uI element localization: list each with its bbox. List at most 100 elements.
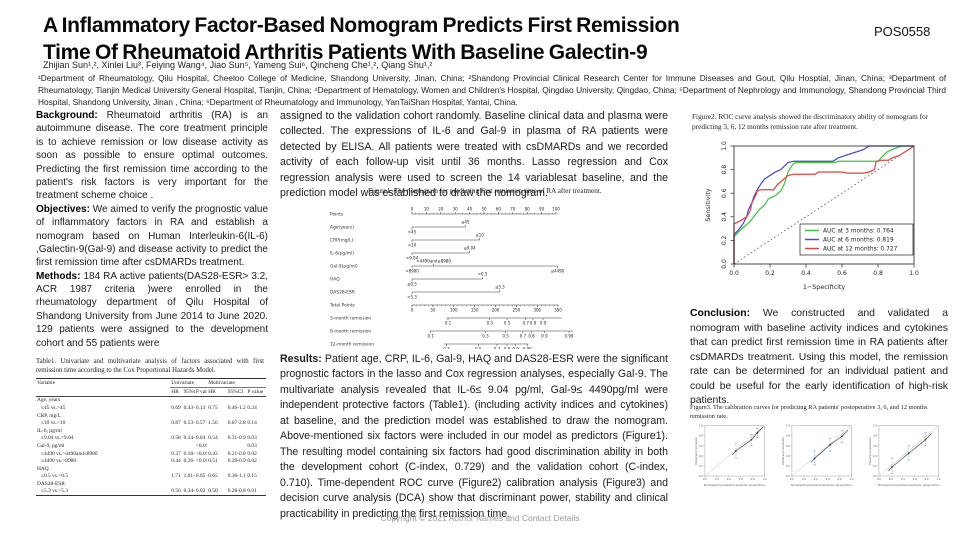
objectives-paragraph: Objectives: We aimed to verify the progn… <box>36 203 269 269</box>
right-column: Figure2. ROC curve analysis showed the d… <box>688 0 950 540</box>
svg-text:0.9: 0.9 <box>512 347 519 349</box>
poster-title-line2: Time Of Rheumatoid Arthritis Patients Wi… <box>43 41 648 65</box>
affiliations: ¹Department of Rheumatology, Qilu Hospit… <box>38 73 946 107</box>
svg-text:0.4: 0.4 <box>786 454 790 458</box>
svg-text:0.6: 0.6 <box>786 444 790 448</box>
svg-text:6-month remission: 6-month remission <box>330 329 371 335</box>
svg-text:Observed remission: Observed remission <box>868 437 872 465</box>
svg-text:80: 80 <box>525 207 531 212</box>
svg-text:0.8: 0.8 <box>838 477 842 481</box>
svg-text:0.7: 0.7 <box>523 321 530 326</box>
svg-text:1.0: 1.0 <box>850 477 854 481</box>
svg-text:0.2: 0.2 <box>786 464 790 468</box>
svg-text:Nomogram-predicted remission (: Nomogram-predicted remission (proportion… <box>704 483 766 487</box>
calibration-plot-6-months: 0.00.0 0.2 0.2 0.4 0.4 0.6 0.6 0.8 0.8 1.0 1.0 Nomo… <box>781 424 854 487</box>
svg-text:AUC at 12 months: 0.727: AUC at 12 months: 0.727 <box>823 247 898 253</box>
svg-text:>9.04: >9.04 <box>406 256 419 261</box>
svg-text:AUC at 3 months: 0.764: AUC at 3 months: 0.764 <box>823 229 894 235</box>
svg-text:70: 70 <box>510 207 516 212</box>
svg-text:Sensitivity: Sensitivity <box>704 188 712 221</box>
middle-column: assigned to the validation cohort random… <box>280 0 670 540</box>
svg-text:1.0: 1.0 <box>763 477 767 481</box>
svg-text:350: 350 <box>554 308 562 313</box>
svg-text:Gal-9(pg/ml): Gal-9(pg/ml) <box>330 264 358 270</box>
svg-text:≤10: ≤10 <box>475 233 484 238</box>
svg-text:0: 0 <box>411 308 414 313</box>
left-column: Background: Rheumatoid arthritis (RA) is… <box>36 109 269 497</box>
svg-text:0.2: 0.2 <box>889 477 893 481</box>
svg-text:Observed remission: Observed remission <box>694 437 698 465</box>
svg-text:Points: Points <box>330 212 344 218</box>
svg-text:0.5: 0.5 <box>502 334 509 339</box>
svg-text:IL-6(pg/ml): IL-6(pg/ml) <box>330 251 354 257</box>
svg-text:90: 90 <box>539 207 545 212</box>
svg-text:0.0: 0.0 <box>790 477 794 481</box>
svg-text:>8980: >8980 <box>405 269 419 274</box>
svg-text:>45: >45 <box>408 230 417 235</box>
svg-text:≤45: ≤45 <box>461 220 470 225</box>
table-row: ≤5.3 vs.>5.30.560.34-0.930.020.500.28-0.… <box>41 488 257 495</box>
calibration-plot-12-months: 0.00.0 0.2 0.2 0.4 0.4 0.6 0.6 0.8 0.8 1.0 1.0 Nomo… <box>868 424 941 487</box>
svg-text:0.0: 0.0 <box>703 477 707 481</box>
svg-text:0.4: 0.4 <box>721 212 728 222</box>
table1-caption: Table1. Univariate and multivariate anal… <box>36 358 264 375</box>
results-paragraph: Results: Patient age, CRP, IL-6, Gal-9, … <box>280 353 668 520</box>
svg-text:1.0: 1.0 <box>873 424 877 428</box>
svg-text:100: 100 <box>450 308 458 313</box>
svg-text:0.8: 0.8 <box>528 334 535 339</box>
svg-text:0.5: 0.5 <box>475 347 482 349</box>
svg-text:0.6: 0.6 <box>873 444 877 448</box>
svg-text:0.3: 0.3 <box>443 347 450 349</box>
svg-text:≤9.04: ≤9.04 <box>463 246 476 251</box>
svg-text:0: 0 <box>411 207 414 212</box>
svg-text:≤4490: ≤4490 <box>551 269 565 274</box>
figure1-caption: Figure1. The nomogram for predicting fir… <box>368 187 602 195</box>
table-row: ≤4490 vs.>4490and≤89800.370.18-0.73<0.01… <box>41 450 257 457</box>
svg-text:1.0: 1.0 <box>786 424 790 428</box>
results-label: Results: <box>280 353 322 365</box>
svg-text:AUC at 6 months: 0.819: AUC at 6 months: 0.819 <box>823 238 894 244</box>
background-label: Background: <box>36 110 98 121</box>
svg-text:Age(years): Age(years) <box>330 225 354 231</box>
svg-text:≤5.3: ≤5.3 <box>495 285 505 290</box>
poster-title-line1: A Inflammatory Factor-Based Nomogram Pre… <box>43 14 680 37</box>
table-row: HAQ <box>37 465 49 472</box>
svg-text:0.0: 0.0 <box>729 270 739 277</box>
svg-text:0.6: 0.6 <box>699 444 703 448</box>
svg-text:0.2: 0.2 <box>721 235 728 245</box>
calibration-plot-3-months: 0.00.0 0.2 0.2 0.4 0.4 0.6 0.6 0.8 0.8 1.0 1.0 Nomo… <box>694 424 767 487</box>
svg-text:150: 150 <box>471 308 479 313</box>
svg-text:30: 30 <box>453 207 459 212</box>
svg-text:0.3: 0.3 <box>487 321 494 326</box>
svg-text:50: 50 <box>481 207 487 212</box>
figure2-roc-chart: 0.0 0.2 0.4 0.6 0.8 1.0 0.0 0.2 0.4 0.6 0.8 1.0 1−Sp… <box>704 141 919 291</box>
svg-text:>0.5: >0.5 <box>478 272 488 277</box>
svg-text:0.8: 0.8 <box>873 434 877 438</box>
poster-title: A Inflammatory Factor-Based Nomogram Pre… <box>43 12 763 67</box>
svg-text:0.0: 0.0 <box>699 474 703 478</box>
svg-text:300: 300 <box>533 308 541 313</box>
poster-id-badge: POS0558 <box>874 24 931 39</box>
figure1-nomogram-chart: Points 0 10 20 30 40 50 60 70 80 90 100 Age(years) >4… <box>329 207 574 349</box>
methods-paragraph: Methods: 184 RA active patients(DAS28-ES… <box>36 270 269 349</box>
table-row: ≤0.5 vs.>0.51.711.01-2.90.050.650.36-1.1… <box>41 473 257 480</box>
methods-label: Methods: <box>36 270 81 282</box>
svg-text:1.0: 1.0 <box>909 270 919 277</box>
svg-text:1.0: 1.0 <box>699 424 703 428</box>
svg-text:0.2: 0.2 <box>765 270 775 277</box>
svg-text:HAQ: HAQ <box>330 277 340 283</box>
figure3-caption: Figure3. The calibration curves for pred… <box>690 404 928 420</box>
svg-text:0.4: 0.4 <box>901 477 905 481</box>
svg-text:0.9: 0.9 <box>540 321 547 326</box>
svg-text:0.1: 0.1 <box>428 334 435 339</box>
svg-text:0.4: 0.4 <box>873 454 877 458</box>
table-row: DAS28-ESR <box>37 480 65 487</box>
svg-text:0.4: 0.4 <box>814 477 818 481</box>
svg-text:Nomogram-predicted remission (: Nomogram-predicted remission (proportion… <box>878 483 940 487</box>
svg-text:20: 20 <box>438 207 444 212</box>
svg-text:200: 200 <box>492 308 500 313</box>
svg-text:0.3: 0.3 <box>482 334 489 339</box>
svg-text:0.4: 0.4 <box>801 270 811 277</box>
copyright-footer: Copyright © 2021 Author Names and Contac… <box>380 513 580 523</box>
svg-text:Nomogram-predicted remission (: Nomogram-predicted remission (proportion… <box>791 483 853 487</box>
